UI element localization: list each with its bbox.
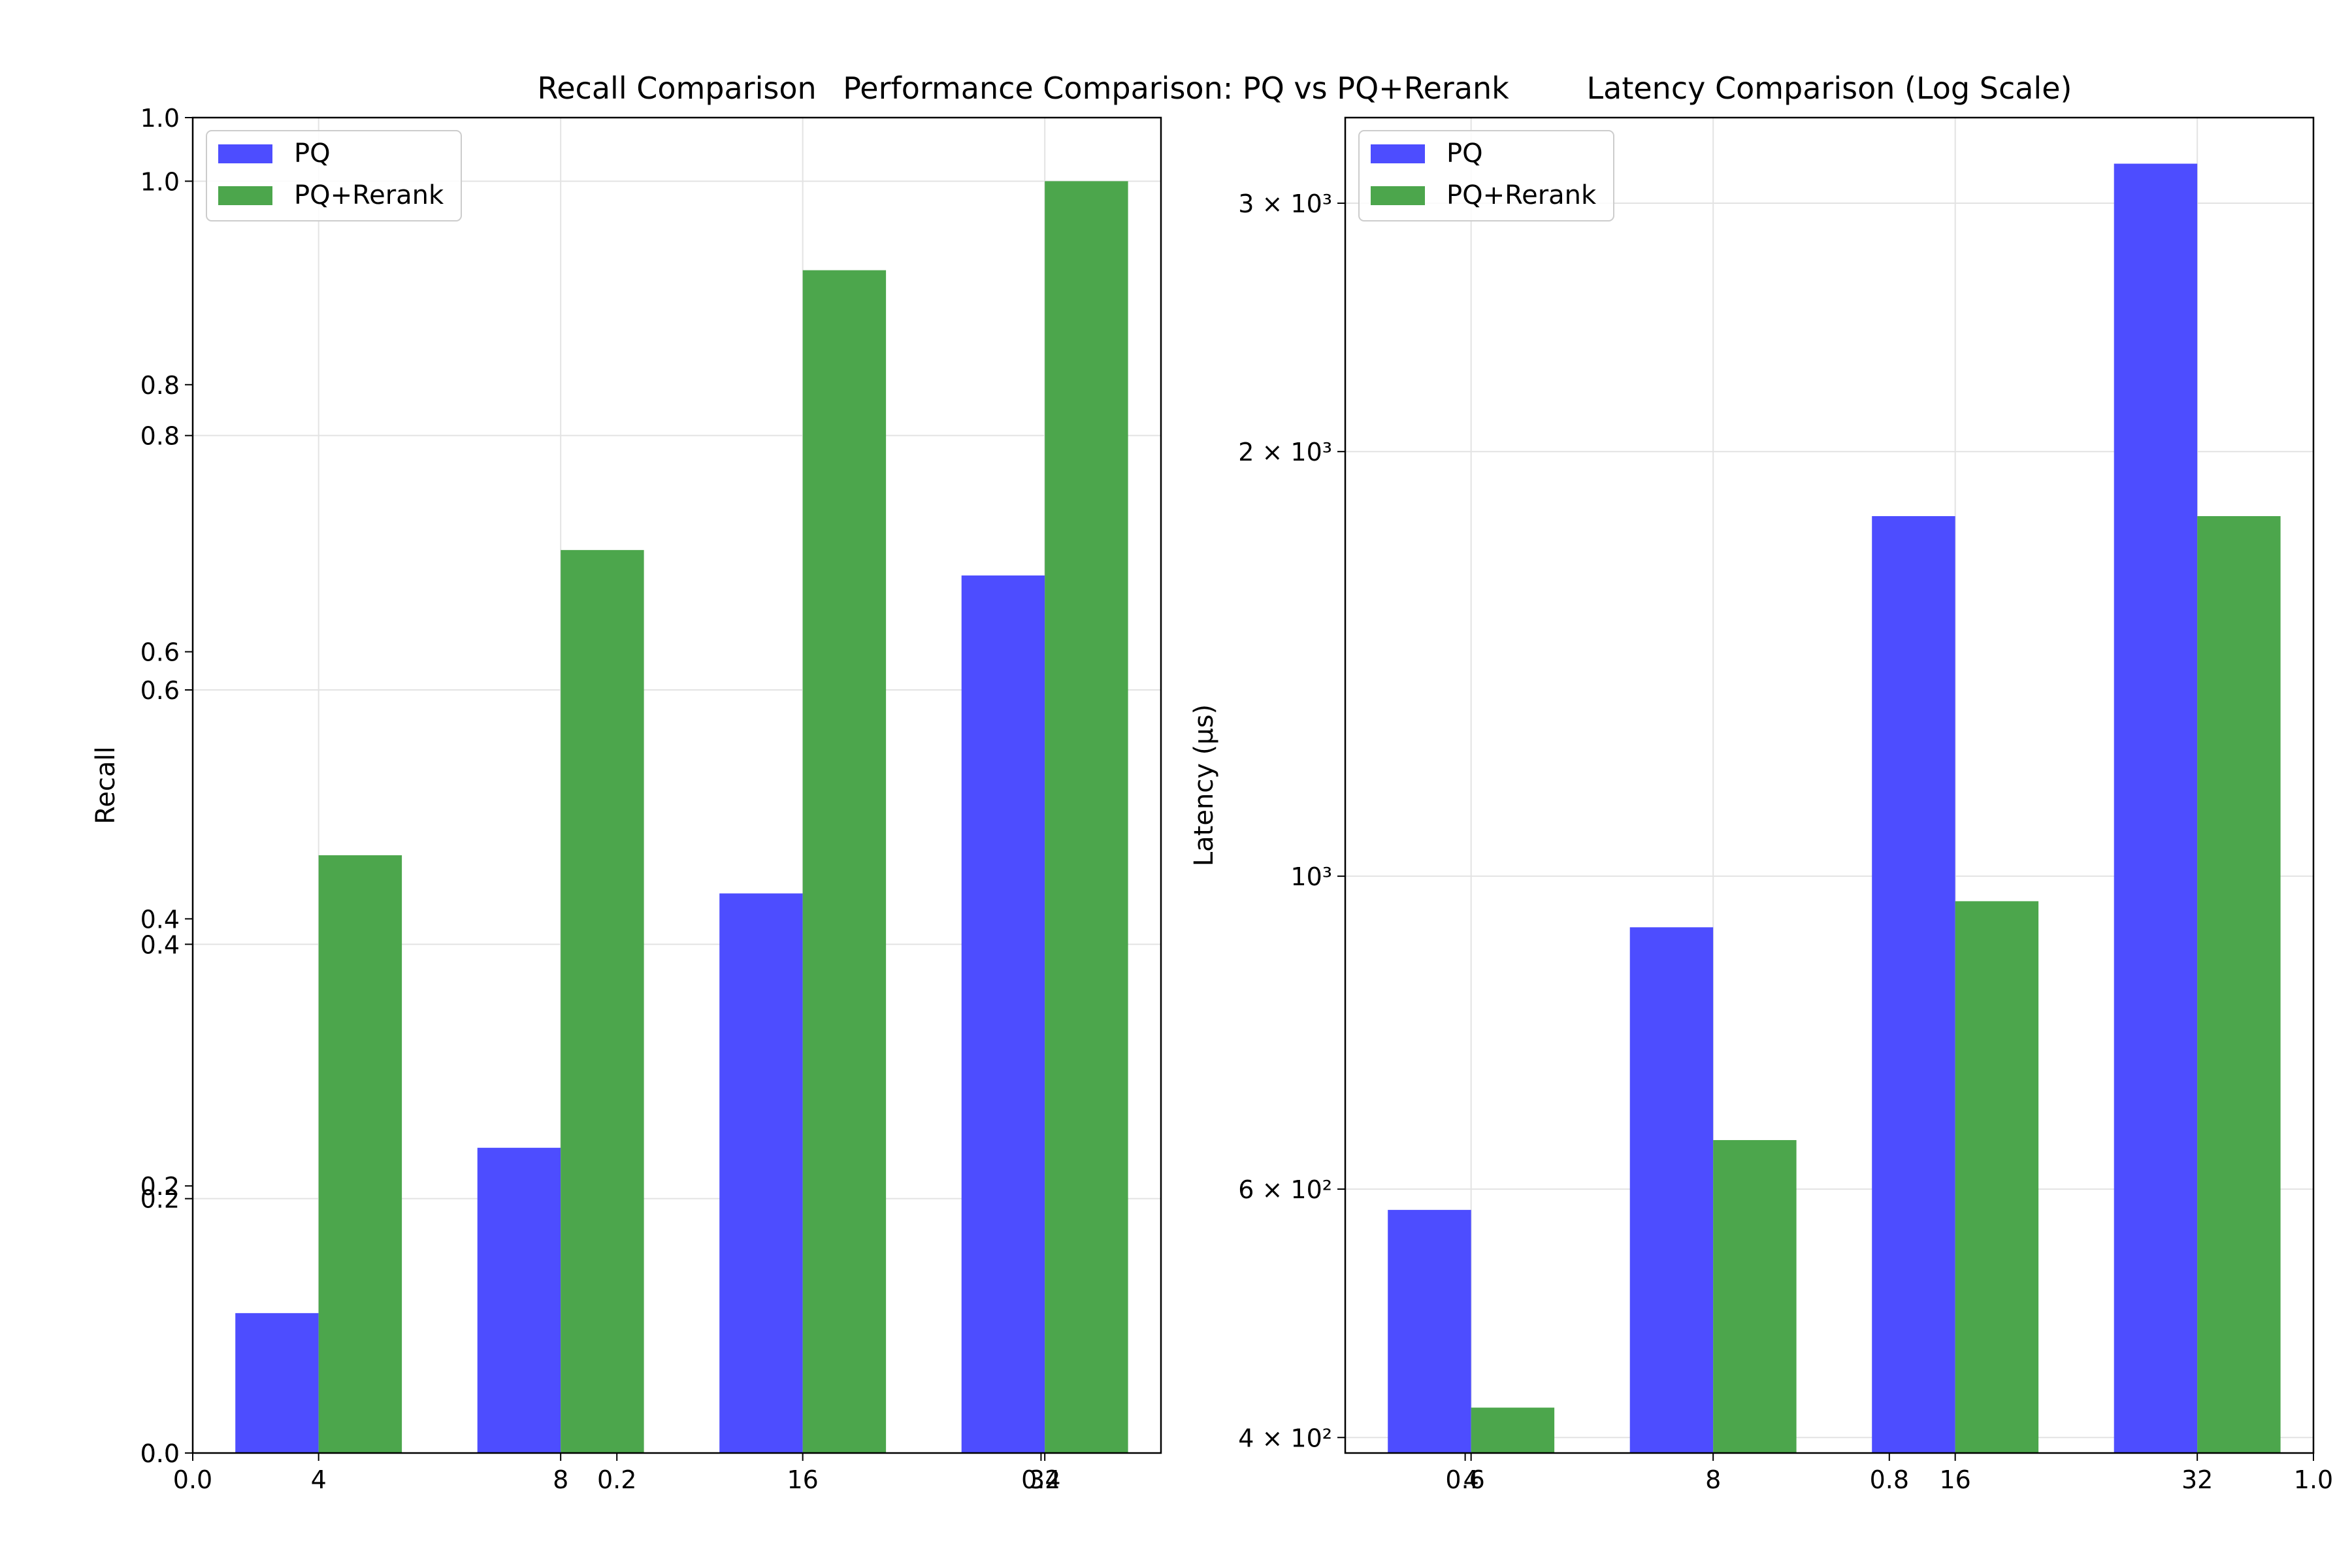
overlay-x-tick-label: 0.2 bbox=[597, 1465, 636, 1494]
latency-legend-swatch-pq bbox=[1371, 144, 1425, 163]
bar-pq-rerank-8 bbox=[1713, 1140, 1797, 1453]
overlay-x-tick-label: 0.0 bbox=[173, 1465, 212, 1494]
recall-chart: 4 8 16 32 0.0 0.2 0.4 0.6 0.8 1.0 0.0 0.2 0.4 0.6 0.… bbox=[91, 71, 1162, 1494]
latency-legend-label-pq: PQ bbox=[1446, 139, 1483, 169]
x-tick-label: 4 bbox=[1463, 1465, 1479, 1494]
x-tick-label: 32 bbox=[2181, 1465, 2213, 1494]
latency-ylabel: Latency (μs) bbox=[1189, 704, 1219, 866]
x-tick-label: 16 bbox=[787, 1465, 818, 1494]
latency-axes-frame bbox=[1344, 116, 2315, 1454]
y-tick-label: 0.0 bbox=[140, 1439, 180, 1468]
recall-title: Recall Comparison bbox=[537, 71, 816, 106]
recall-legend-label-rerank: PQ+Rerank bbox=[294, 180, 444, 210]
x-tick-label: 4 bbox=[311, 1465, 327, 1494]
bar-pq-16 bbox=[1872, 516, 1955, 1453]
y-tick-label: 0.2 bbox=[140, 1185, 180, 1214]
overlay-y-tick-label: 0.4 bbox=[140, 905, 180, 934]
overlay-y-tick-label: 0.6 bbox=[140, 638, 180, 667]
latency-chart: 4 8 16 32 4 × 10² 6 × 10² 10³ 2 × 10³ 3 × 10³ 0… bbox=[1189, 71, 2333, 1494]
overlay-y-tick-label: 0.8 bbox=[140, 371, 180, 400]
overlay-x-tick-label: 0.8 bbox=[1870, 1465, 1909, 1494]
bar-pq-4 bbox=[1388, 1209, 1471, 1453]
recall-legend-label-pq: PQ bbox=[294, 139, 331, 169]
recall-legend: PQ PQ+Rerank bbox=[206, 130, 462, 221]
latency-title: Latency Comparison (Log Scale) bbox=[1587, 71, 2072, 106]
overlay-y-tick-label: 0.2 bbox=[140, 1172, 180, 1201]
x-tick-label: 8 bbox=[1705, 1465, 1721, 1494]
bar-pq-rerank-16 bbox=[802, 270, 887, 1454]
recall-axes-frame bbox=[191, 116, 1162, 1454]
overlay-x-tick-label: 0.6 bbox=[1445, 1465, 1484, 1494]
bar-pq-32 bbox=[961, 575, 1045, 1453]
y-tick-label: 3 × 10³ bbox=[1238, 189, 1332, 218]
overlay-x-tick-label: 1.0 bbox=[2294, 1465, 2333, 1494]
y-tick-label: 0.6 bbox=[140, 676, 180, 705]
x-tick-label: 16 bbox=[1939, 1465, 1970, 1494]
y-tick-label: 1.0 bbox=[140, 167, 180, 196]
overlay-x-tick-label: 0.4 bbox=[1021, 1465, 1060, 1494]
y-tick-label: 10³ bbox=[1290, 862, 1332, 891]
recall-legend-swatch-pq bbox=[218, 144, 272, 163]
y-tick-label: 6 × 10² bbox=[1238, 1175, 1332, 1204]
figure-suptitle: Performance Comparison: PQ vs PQ+Rerank bbox=[843, 71, 1509, 106]
y-tick-label: 4 × 10² bbox=[1238, 1424, 1332, 1452]
latency-legend: PQ PQ+Rerank bbox=[1358, 130, 1614, 221]
y-tick-label: 0.4 bbox=[140, 930, 180, 959]
y-tick-label: 2 × 10³ bbox=[1238, 438, 1332, 466]
latency-legend-label-rerank: PQ+Rerank bbox=[1446, 180, 1597, 210]
x-tick-label: 32 bbox=[1029, 1465, 1060, 1494]
y-tick-label: 0.8 bbox=[140, 422, 180, 451]
bar-pq-rerank-4 bbox=[1471, 1407, 1555, 1453]
bar-pq-16 bbox=[719, 893, 803, 1453]
bar-pq-rerank-32 bbox=[1045, 181, 1128, 1453]
bar-pq-4 bbox=[235, 1313, 319, 1453]
x-tick-label: 8 bbox=[553, 1465, 568, 1494]
latency-legend-swatch-rerank bbox=[1371, 186, 1425, 205]
bar-pq-rerank-8 bbox=[561, 549, 644, 1453]
bar-pq-32 bbox=[2114, 163, 2198, 1454]
bar-pq-rerank-4 bbox=[318, 855, 402, 1453]
bar-pq-rerank-32 bbox=[2197, 516, 2281, 1453]
bar-pq-rerank-16 bbox=[1955, 901, 2039, 1453]
recall-legend-swatch-rerank bbox=[218, 186, 272, 205]
bar-pq-8 bbox=[1629, 927, 1714, 1453]
overlay-y-tick-label: 1.0 bbox=[140, 104, 180, 133]
overlay-y-tick-label: 0.0 bbox=[140, 1439, 180, 1468]
bar-pq-8 bbox=[477, 1147, 561, 1453]
recall-ylabel: Recall bbox=[91, 746, 121, 824]
